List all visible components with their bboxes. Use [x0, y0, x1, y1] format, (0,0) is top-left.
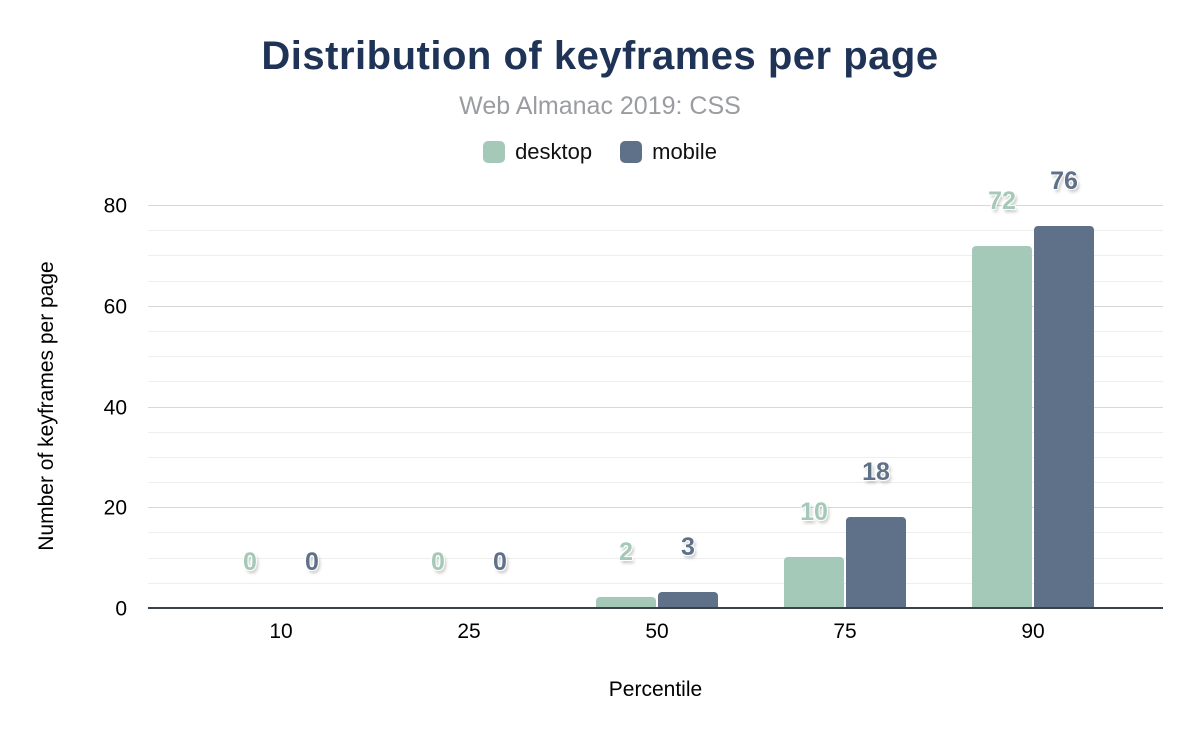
y-tick-label-20: 20 [103, 496, 127, 520]
gridline-major-20 [148, 507, 1163, 509]
x-tick-label-75: 75 [833, 620, 857, 643]
bar-value-label-desktop-p50: 2 [619, 537, 633, 566]
legend-item-desktop[interactable]: desktop [483, 139, 592, 165]
x-axis-line [148, 607, 1163, 609]
legend-label-mobile: mobile [652, 139, 717, 164]
bar-value-label-mobile-p90: 76 [1050, 167, 1078, 196]
gridline-minor-10 [148, 557, 1163, 559]
bar-mobile-p50[interactable] [658, 591, 718, 607]
bar-mobile-p90[interactable] [1034, 226, 1094, 607]
plot-area: 0 0 0 0 2 3 10 18 72 76 [148, 169, 1163, 609]
bar-mobile-p75[interactable] [846, 516, 906, 607]
legend: desktop mobile [0, 139, 1200, 165]
bar-desktop-p75[interactable] [784, 556, 844, 607]
y-tick-label-40: 40 [103, 396, 127, 419]
bar-value-label-desktop-p25: 0 [431, 548, 445, 576]
bar-value-label-mobile-p25: 0 [493, 548, 507, 576]
bar-value-label-desktop-p10: 0 [243, 548, 257, 576]
gridline-minor-70 [148, 255, 1163, 257]
desktop-swatch-icon [483, 141, 506, 163]
y-axis-ticks: 0 20 40 60 80 [0, 196, 137, 620]
x-axis-ticks: 10 25 50 75 90 [148, 609, 1163, 649]
legend-label-desktop: desktop [515, 139, 593, 164]
x-tick-label-90: 90 [1021, 620, 1045, 643]
y-tick-label-80: 80 [103, 194, 127, 218]
gridline-major-60 [148, 305, 1163, 307]
chart-subtitle: Web Almanac 2019: CSS [459, 92, 741, 120]
x-tick-label-10: 10 [269, 620, 293, 643]
bar-value-label-mobile-p75: 18 [862, 457, 890, 486]
gridline-minor-25 [148, 482, 1163, 484]
y-tick-label-0: 0 [115, 597, 127, 621]
x-tick-label-50: 50 [645, 620, 669, 643]
gridline-minor-50 [148, 356, 1163, 358]
x-tick-label-25: 25 [457, 620, 481, 643]
bar-value-label-mobile-p10: 0 [305, 548, 319, 576]
bar-desktop-p50[interactable] [596, 596, 656, 607]
mobile-swatch-icon [620, 141, 643, 163]
gridline-minor-5 [148, 582, 1163, 584]
gridline-major-80 [148, 205, 1163, 206]
gridline-major-40 [148, 406, 1163, 408]
bar-value-label-desktop-p75: 10 [800, 497, 828, 526]
gridline-minor-30 [148, 456, 1163, 458]
gridline-minor-15 [148, 532, 1163, 534]
legend-item-mobile[interactable]: mobile [620, 139, 717, 165]
gridline-minor-75 [148, 230, 1163, 232]
gridline-minor-65 [148, 280, 1163, 282]
gridline-minor-35 [148, 431, 1163, 433]
gridline-minor-45 [148, 381, 1163, 383]
bar-value-label-desktop-p90: 72 [988, 187, 1016, 216]
bar-value-label-mobile-p50: 3 [681, 532, 695, 561]
gridline-minor-55 [148, 330, 1163, 332]
bar-desktop-p90[interactable] [972, 246, 1032, 607]
x-axis-title: Percentile [608, 678, 703, 701]
y-tick-label-60: 60 [103, 295, 127, 319]
chart-title: Distribution of keyframes per page [261, 34, 939, 78]
